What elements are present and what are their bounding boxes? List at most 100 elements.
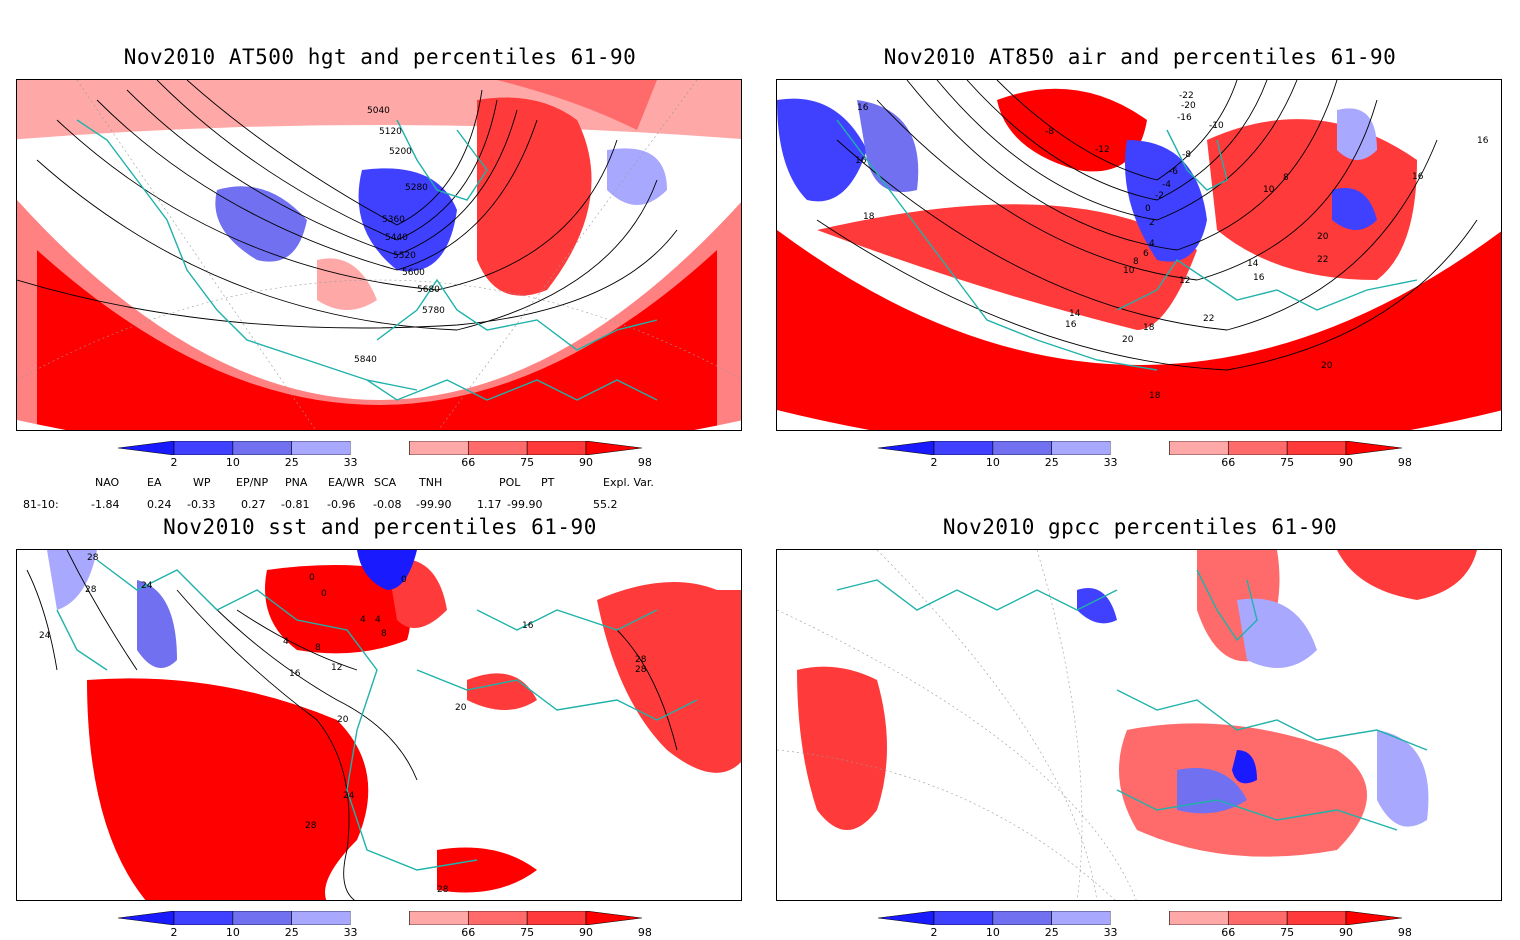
contour-label: 12 — [331, 663, 342, 673]
contour-label: 24 — [343, 791, 355, 801]
colorbar-box — [1169, 440, 1229, 456]
contour-label: -12 — [1095, 145, 1110, 155]
contour-label: 10 — [1263, 185, 1275, 195]
colorbar-label: 33 — [1103, 926, 1118, 939]
contour-label: 16 — [1253, 273, 1265, 283]
contour-label: 20 — [455, 703, 467, 713]
map-panel-sst: 28 24 24 28 0 0 0 4 4 4 8 8 12 16 20 24 … — [16, 549, 742, 901]
colorbar-box — [1227, 440, 1288, 456]
colorbar-box — [173, 440, 234, 456]
colorbar-label: 10 — [985, 926, 1000, 939]
colorbar-label: 98 — [637, 456, 652, 469]
colorbar-box — [409, 910, 469, 926]
contour-label: 4 — [283, 637, 289, 647]
colorbar-label: 98 — [637, 926, 652, 939]
colorbar-label: 25 — [1044, 456, 1059, 469]
index-value: -0.96 — [327, 498, 356, 511]
index-value: -0.33 — [187, 498, 216, 511]
colorbar-box — [467, 910, 528, 926]
colorbar-label: 66 — [461, 456, 476, 469]
colorbar-box — [291, 440, 351, 456]
colorbar-box — [526, 440, 587, 456]
colorbar-label: 10 — [985, 456, 1000, 469]
colorbar-label: 2 — [170, 456, 178, 469]
contour-label: 16 — [857, 103, 869, 113]
colorbar-triangle-low — [877, 910, 935, 926]
colorbar-box — [1286, 440, 1347, 456]
index-value: 0.27 — [241, 498, 266, 511]
contour-label: 22 — [1317, 255, 1328, 265]
contour-label: 18 — [863, 212, 875, 222]
index-value: -99.90 — [507, 498, 543, 511]
contour-label: 18 — [1149, 391, 1161, 401]
panel-title-sst: Nov2010 sst and percentiles 61-90 — [163, 515, 597, 539]
contour-label: 5600 — [402, 268, 425, 278]
map-air: -22 -20 -16 -12 -8 -10 -8 -6 -4 -2 0 2 4… — [777, 80, 1501, 430]
index-value: -0.81 — [281, 498, 310, 511]
map-sst: 28 24 24 28 0 0 0 4 4 4 8 8 12 16 20 24 … — [17, 550, 741, 900]
contour-label: 4 — [375, 615, 381, 625]
colorbar-triangle-high — [585, 910, 643, 926]
contour-label: 5780 — [422, 306, 445, 316]
contour-label: 28 — [87, 553, 99, 563]
map-panel-hgt: 5040 5120 5200 5280 5360 5440 5520 5600 … — [16, 79, 742, 431]
colorbar-box — [1286, 910, 1347, 926]
colorbar-label: 33 — [1103, 456, 1118, 469]
colorbar-label: 90 — [579, 456, 593, 469]
contour-label: 28 — [85, 585, 97, 595]
colorbar-box — [1169, 910, 1229, 926]
colorbar-box — [1110, 911, 1170, 925]
contour-label: 5520 — [393, 251, 416, 261]
colorbar-box — [933, 440, 994, 456]
index-value: 1.17 — [477, 498, 502, 511]
contour-label: 0 — [401, 575, 407, 585]
colorbar-hgt — [117, 440, 643, 456]
contour-label: 0 — [309, 573, 315, 583]
contour-label: 5360 — [382, 215, 405, 225]
contour-label: -20 — [1181, 101, 1196, 111]
index-header: TNH — [419, 476, 443, 489]
contour-label: -8 — [1045, 127, 1054, 137]
index-value: 0.24 — [147, 498, 172, 511]
colorbar-svg — [117, 910, 643, 926]
colorbar-label: 90 — [579, 926, 593, 939]
colorbar-label: 75 — [520, 456, 535, 469]
colorbar-box — [1227, 910, 1288, 926]
index-value: -0.08 — [373, 498, 402, 511]
colorbar-gpcc — [877, 910, 1403, 926]
colorbar-box — [992, 910, 1053, 926]
colorbar-label: 25 — [284, 456, 299, 469]
contour-label: -8 — [1182, 150, 1191, 160]
contour-label: 16 — [1412, 172, 1424, 182]
contour-label: -10 — [1209, 121, 1224, 131]
colorbar-label: 66 — [1221, 456, 1236, 469]
contour-label: 0 — [321, 589, 327, 599]
contour-label: -6 — [1169, 167, 1178, 177]
colorbar-air — [877, 440, 1403, 456]
index-value: -1.84 — [91, 498, 120, 511]
colorbar-box — [1051, 910, 1111, 926]
contour-label: 5120 — [379, 127, 402, 137]
colorbar-box — [933, 910, 994, 926]
index-header: PT — [541, 476, 555, 489]
contour-label: 28 — [635, 665, 647, 675]
contour-label: 20 — [337, 715, 349, 725]
contour-label: 10 — [1123, 266, 1135, 276]
index-value: 55.2 — [593, 498, 618, 511]
colorbar-triangle-low — [117, 910, 175, 926]
contour-label: 16 — [522, 621, 534, 631]
colorbar-label: 90 — [1339, 456, 1353, 469]
index-header: PNA — [285, 476, 308, 489]
contour-label: 16 — [1065, 320, 1077, 330]
contour-label: 8 — [381, 629, 387, 639]
contour-label: 5200 — [389, 147, 412, 157]
contour-label: 2 — [1149, 218, 1155, 228]
colorbar-label: 75 — [1280, 926, 1295, 939]
colorbar-label: 25 — [1044, 926, 1059, 939]
contour-label: 4 — [360, 615, 366, 625]
colorbar-label: 25 — [284, 926, 299, 939]
contour-label: -2 — [1155, 191, 1164, 201]
colorbar-label: 98 — [1397, 926, 1412, 939]
colorbar-label: 75 — [1280, 456, 1295, 469]
colorbar-triangle-high — [585, 440, 643, 456]
